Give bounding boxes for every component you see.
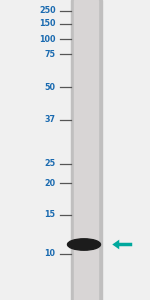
Text: 25: 25 <box>44 159 56 168</box>
Text: 75: 75 <box>45 50 56 58</box>
Text: 50: 50 <box>45 82 56 91</box>
Text: 250: 250 <box>39 6 56 15</box>
Bar <box>74 0 98 300</box>
Text: 150: 150 <box>39 20 56 28</box>
Ellipse shape <box>68 239 100 250</box>
Text: 100: 100 <box>39 34 56 43</box>
Text: 20: 20 <box>44 178 56 188</box>
Text: 10: 10 <box>45 249 56 258</box>
Text: 15: 15 <box>45 210 56 219</box>
Text: 37: 37 <box>45 116 56 124</box>
Bar <box>70 0 102 300</box>
